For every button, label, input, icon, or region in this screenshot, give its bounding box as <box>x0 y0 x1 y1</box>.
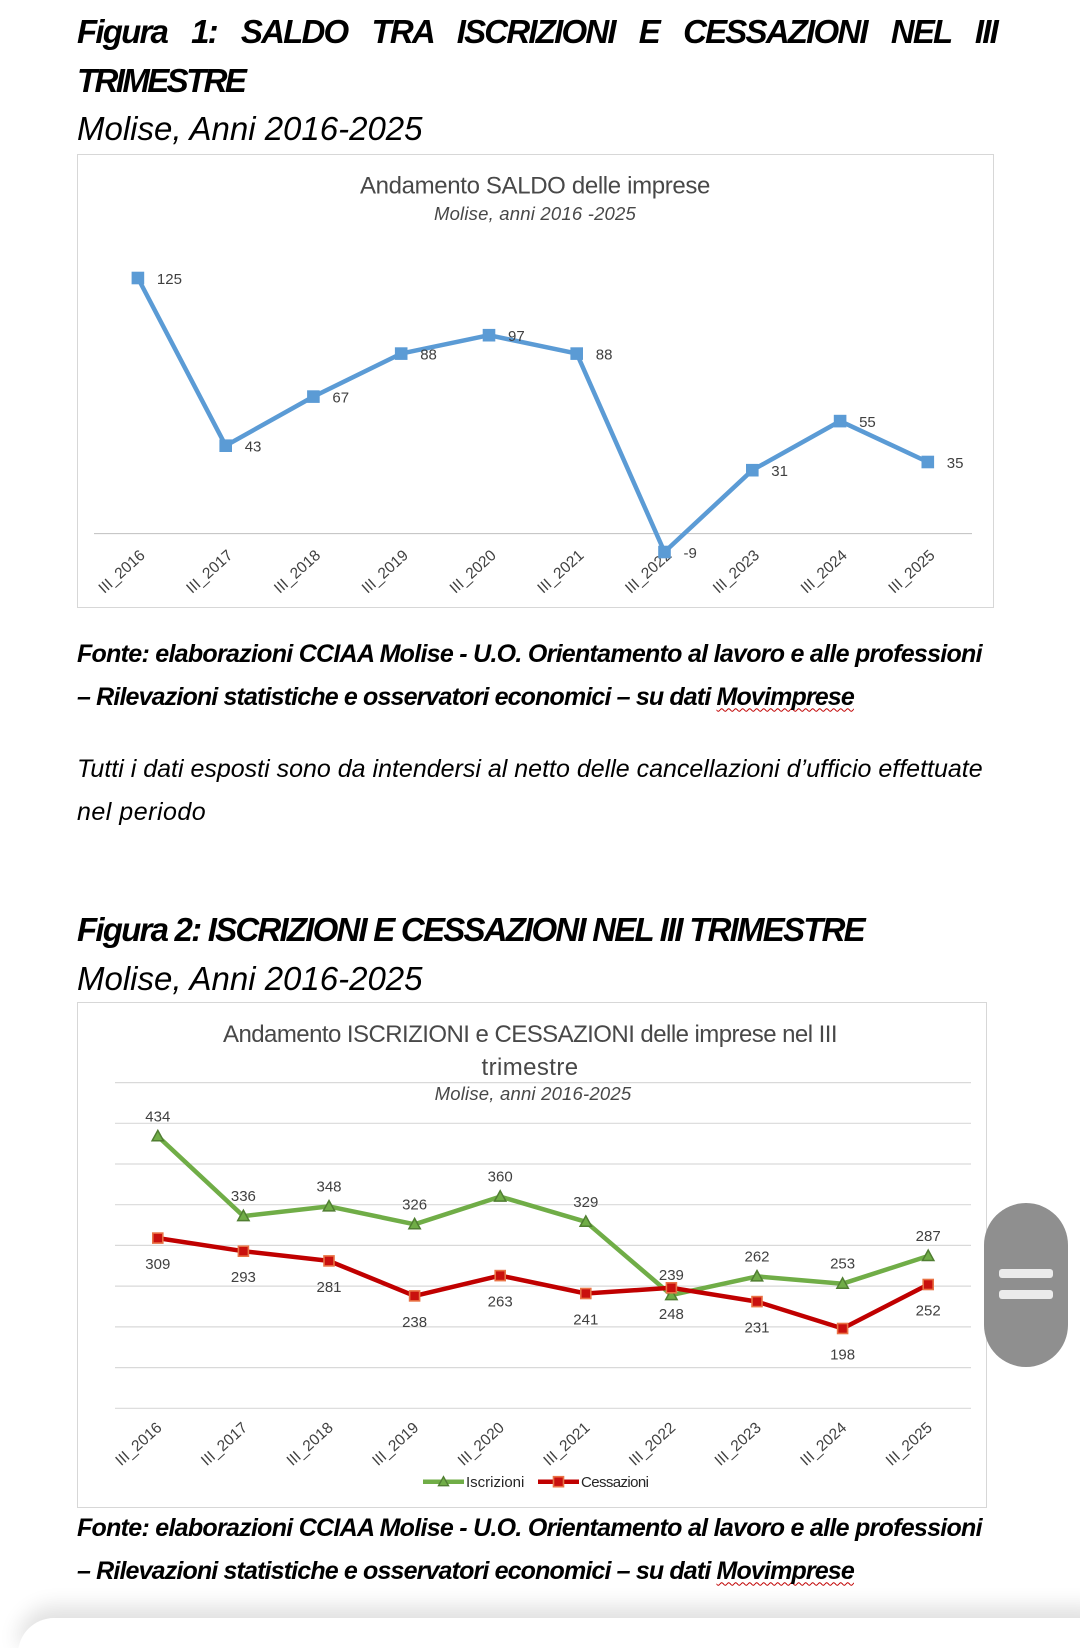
svg-text:88: 88 <box>420 347 437 364</box>
svg-text:252: 252 <box>916 1303 941 1320</box>
svg-text:Iscrizioni: Iscrizioni <box>466 1474 524 1491</box>
svg-text:281: 281 <box>316 1279 341 1296</box>
svg-text:348: 348 <box>316 1178 341 1195</box>
svg-text:309: 309 <box>145 1256 170 1273</box>
svg-text:326: 326 <box>402 1196 427 1213</box>
svg-text:88: 88 <box>596 347 613 364</box>
svg-text:trimestre: trimestre <box>482 1054 579 1081</box>
svg-text:43: 43 <box>245 439 262 456</box>
svg-text:360: 360 <box>488 1169 513 1186</box>
svg-text:263: 263 <box>488 1294 513 1311</box>
svg-text:55: 55 <box>859 414 876 431</box>
svg-text:67: 67 <box>332 390 349 407</box>
svg-text:Molise, anni 2016 -2025: Molise, anni 2016 -2025 <box>434 203 637 224</box>
svg-text:336: 336 <box>231 1188 256 1205</box>
svg-text:238: 238 <box>402 1314 427 1331</box>
svg-text:35: 35 <box>947 455 964 472</box>
svg-text:97: 97 <box>508 328 525 345</box>
svg-text:287: 287 <box>916 1228 941 1245</box>
svg-text:125: 125 <box>157 271 182 288</box>
svg-text:Molise, anni 2016-2025: Molise, anni 2016-2025 <box>435 1083 632 1104</box>
svg-text:253: 253 <box>830 1256 855 1273</box>
svg-text:241: 241 <box>573 1312 598 1329</box>
svg-text:329: 329 <box>573 1194 598 1211</box>
svg-text:434: 434 <box>145 1108 170 1125</box>
svg-text:239: 239 <box>659 1267 684 1284</box>
svg-text:198: 198 <box>830 1347 855 1364</box>
svg-text:Andamento SALDO delle imprese: Andamento SALDO delle imprese <box>360 173 710 200</box>
svg-text:Andamento ISCRIZIONI e CESSAZI: Andamento ISCRIZIONI e CESSAZIONI delle … <box>223 1021 837 1048</box>
svg-text:31: 31 <box>771 463 788 480</box>
svg-text:248: 248 <box>659 1306 684 1323</box>
svg-text:-9: -9 <box>684 545 697 562</box>
svg-text:Cessazioni: Cessazioni <box>581 1474 649 1491</box>
svg-text:231: 231 <box>744 1320 769 1337</box>
svg-text:262: 262 <box>744 1248 769 1265</box>
svg-text:293: 293 <box>231 1269 256 1286</box>
